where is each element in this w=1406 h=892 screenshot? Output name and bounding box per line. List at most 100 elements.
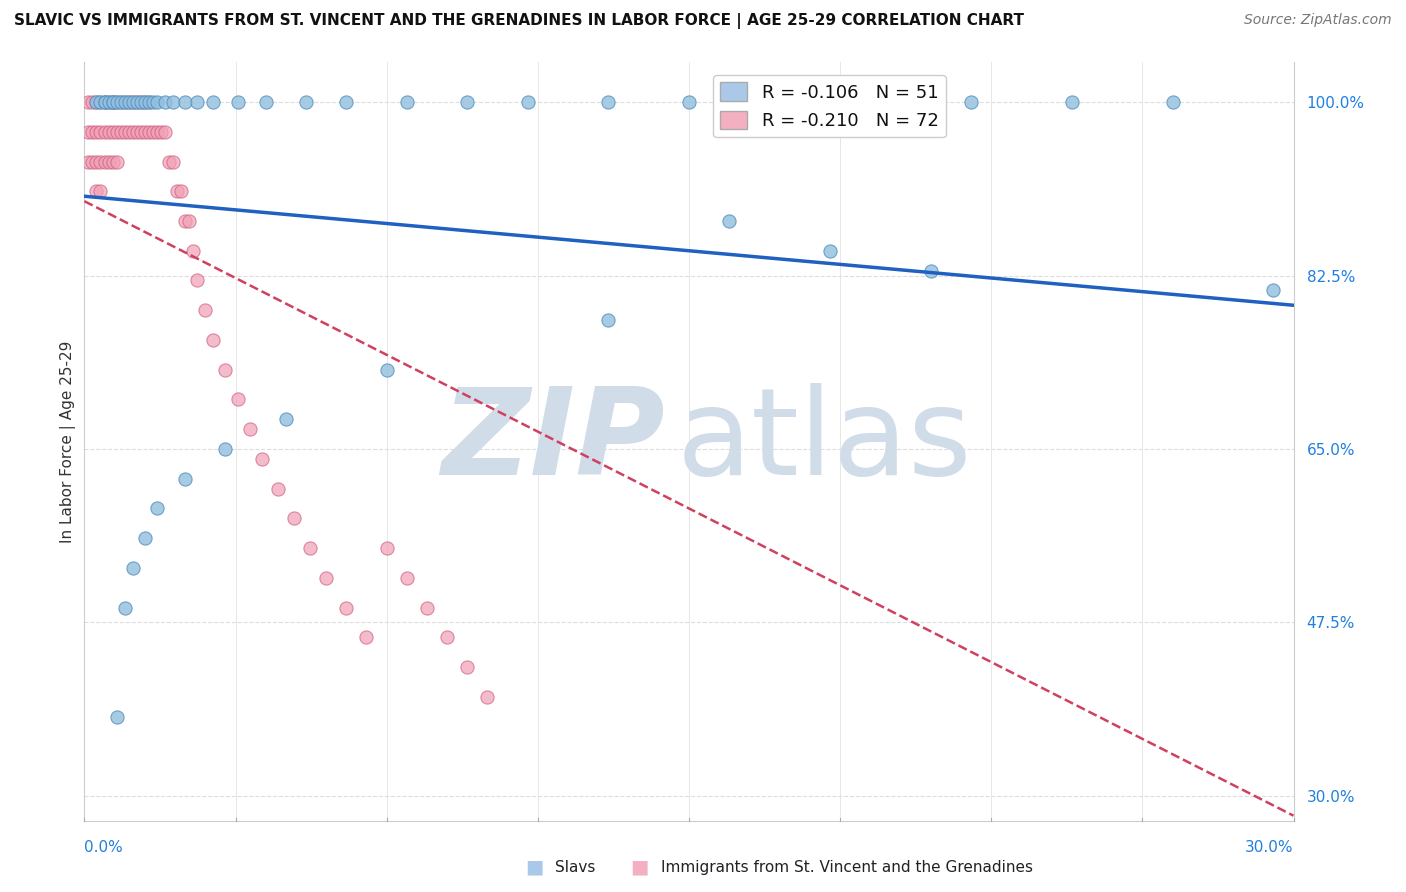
Point (335, 95, 357, 109)
Point (82, 125, 104, 139)
Point (170, 184, 193, 198)
Point (153, 125, 176, 139)
Point (129, 125, 152, 139)
Point (105, 95, 128, 109)
Point (960, 95, 983, 109)
Point (226, 95, 249, 109)
Point (295, 95, 318, 109)
Point (214, 362, 236, 376)
Point (89, 154, 111, 169)
Point (114, 95, 136, 109)
Point (214, 442, 236, 456)
Point (146, 95, 169, 109)
Point (125, 95, 148, 109)
Point (101, 95, 124, 109)
Point (93, 154, 115, 169)
Point (283, 511, 305, 525)
Point (375, 541, 398, 555)
Point (86, 95, 108, 109)
Point (86, 184, 108, 198)
Point (77, 125, 100, 139)
Point (114, 95, 136, 109)
Point (97, 95, 120, 109)
Point (202, 333, 225, 347)
Point (146, 125, 169, 139)
Point (299, 541, 322, 555)
Point (134, 95, 156, 109)
Point (181, 244, 204, 258)
Point (138, 95, 160, 109)
Text: atlas: atlas (676, 383, 973, 500)
Point (101, 95, 124, 109)
Point (186, 95, 208, 109)
Point (174, 214, 197, 228)
Point (82, 95, 104, 109)
Text: Source: ZipAtlas.com: Source: ZipAtlas.com (1244, 13, 1392, 28)
Point (153, 95, 176, 109)
Point (194, 303, 217, 318)
Point (105, 709, 128, 723)
Point (125, 95, 148, 109)
Point (89, 184, 111, 198)
Point (202, 95, 225, 109)
Point (118, 95, 141, 109)
Point (97, 95, 120, 109)
Point (174, 472, 197, 486)
Y-axis label: In Labor Force | Age 25-29: In Labor Force | Age 25-29 (60, 341, 76, 542)
Text: 0.0%: 0.0% (84, 839, 124, 855)
Point (129, 95, 152, 109)
Point (125, 125, 148, 139)
Point (121, 125, 143, 139)
Point (121, 561, 143, 575)
Point (174, 95, 197, 109)
Point (516, 95, 538, 109)
Point (105, 95, 128, 109)
Text: 30.0%: 30.0% (1246, 839, 1294, 855)
Point (335, 600, 357, 615)
Point (138, 125, 160, 139)
Point (97, 125, 120, 139)
Point (134, 125, 156, 139)
Point (101, 95, 124, 109)
Point (162, 95, 184, 109)
Point (101, 125, 124, 139)
Point (818, 244, 841, 258)
Point (97, 154, 120, 169)
Point (114, 125, 136, 139)
Point (356, 630, 378, 644)
Point (110, 95, 132, 109)
Point (146, 501, 169, 516)
Point (142, 125, 165, 139)
Point (456, 95, 478, 109)
Point (129, 95, 152, 109)
Point (93, 125, 115, 139)
Point (758, 95, 780, 109)
Point (93, 95, 115, 109)
Point (93, 95, 115, 109)
Point (179, 214, 201, 228)
Point (93, 95, 115, 109)
Point (162, 154, 184, 169)
Point (138, 95, 160, 109)
Point (186, 273, 208, 287)
Text: SLAVIC VS IMMIGRANTS FROM ST. VINCENT AND THE GRENADINES IN LABOR FORCE | AGE 25: SLAVIC VS IMMIGRANTS FROM ST. VINCENT AN… (14, 13, 1024, 29)
Point (718, 214, 741, 228)
Text: Slavs: Slavs (555, 860, 596, 874)
Point (598, 313, 620, 327)
Point (89, 125, 111, 139)
Point (1161, 95, 1184, 109)
Point (395, 95, 418, 109)
Point (226, 392, 249, 407)
Point (395, 571, 418, 585)
Text: Immigrants from St. Vincent and the Grenadines: Immigrants from St. Vincent and the Gren… (661, 860, 1033, 874)
Point (477, 690, 499, 704)
Point (77, 154, 100, 169)
Point (86, 154, 108, 169)
Point (920, 263, 942, 277)
Point (254, 95, 277, 109)
Point (114, 600, 136, 615)
Text: ■: ■ (524, 857, 544, 877)
Point (416, 600, 439, 615)
Point (86, 95, 108, 109)
Text: ■: ■ (630, 857, 650, 877)
